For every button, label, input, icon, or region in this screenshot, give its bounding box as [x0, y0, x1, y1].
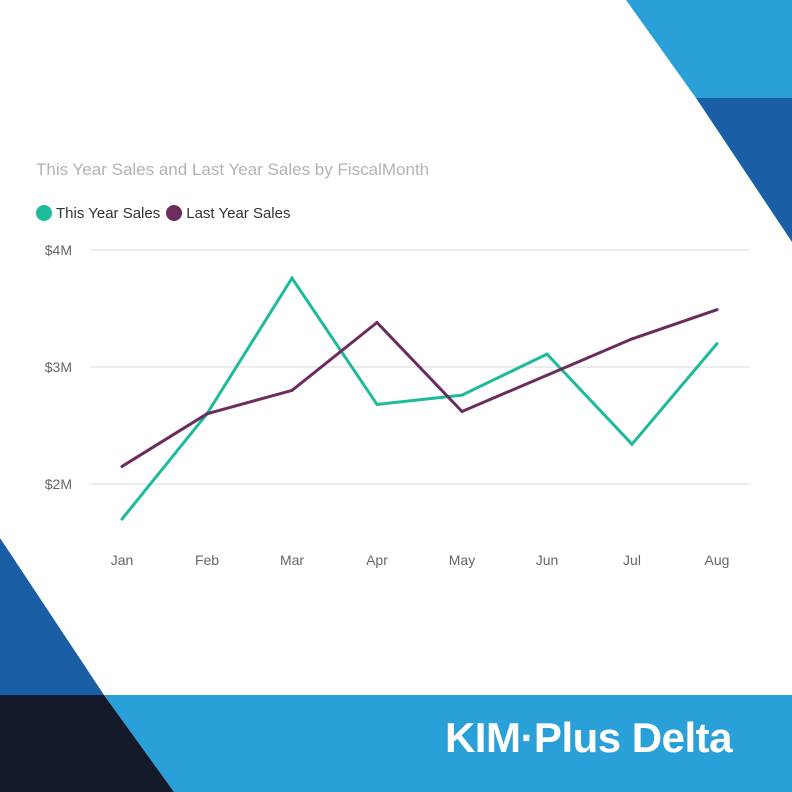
legend-item-this-year[interactable]: This Year Sales: [36, 205, 160, 222]
bottom-light-blue-banner: [104, 695, 792, 792]
y-axis-ticks: $2M $3M $4M: [45, 242, 72, 492]
y-tick-label: $4M: [45, 242, 72, 258]
this-year-point-mar[interactable]: [290, 276, 294, 280]
last-year-point-apr[interactable]: [375, 321, 379, 325]
x-tick-label: Feb: [195, 552, 219, 568]
legend-marker-last-year: [166, 205, 183, 221]
chart-legend: This Year Sales Last Year Sales: [36, 203, 296, 223]
top-right-light-blue-shape: [626, 0, 792, 98]
x-tick-label: Mar: [280, 552, 304, 568]
top-right-dark-blue-shape: [696, 98, 792, 242]
x-tick-label: Jan: [111, 552, 134, 568]
this-year-point-apr[interactable]: [375, 402, 379, 406]
this-year-point-jan[interactable]: [120, 517, 124, 521]
x-tick-label: Jun: [536, 552, 559, 568]
y-tick-label: $2M: [45, 476, 72, 492]
x-axis-ticks: Jan Feb Mar Apr May Jun Jul Aug: [111, 552, 730, 568]
legend-item-last-year[interactable]: Last Year Sales: [166, 205, 290, 222]
last-year-point-jan[interactable]: [120, 464, 124, 468]
legend-label-last-year: Last Year Sales: [186, 204, 291, 222]
x-tick-label: Jul: [623, 552, 641, 568]
legend-marker-this-year: [36, 205, 52, 221]
last-year-point-aug[interactable]: [715, 308, 719, 312]
series-line-this-year[interactable]: [120, 275, 719, 521]
series-lines: [120, 275, 719, 521]
bottom-left-dark-blue-shape: [0, 538, 104, 695]
legend-label-this-year: This Year Sales: [56, 204, 161, 222]
this-year-point-jun[interactable]: [545, 352, 549, 356]
chart-title: This Year Sales and Last Year Sales by F…: [36, 160, 430, 179]
this-year-point-jul[interactable]: [630, 442, 634, 446]
last-year-point-feb[interactable]: [205, 412, 209, 416]
this-year-point-aug[interactable]: [715, 342, 719, 346]
last-year-point-mar[interactable]: [290, 388, 294, 392]
bottom-left-navy-shape: [0, 695, 174, 792]
last-year-point-may[interactable]: [460, 409, 464, 413]
last-year-point-jun[interactable]: [545, 373, 549, 377]
x-tick-label: May: [449, 552, 475, 568]
series-line-last-year[interactable]: [121, 308, 718, 468]
this-year-point-may[interactable]: [460, 393, 464, 397]
brand-logo: KIM·Plus Delta: [444, 714, 733, 761]
y-tick-label: $3M: [45, 359, 72, 375]
last-year-point-jul[interactable]: [630, 337, 634, 341]
x-tick-label: Apr: [366, 552, 388, 568]
x-tick-label: Aug: [705, 552, 730, 568]
